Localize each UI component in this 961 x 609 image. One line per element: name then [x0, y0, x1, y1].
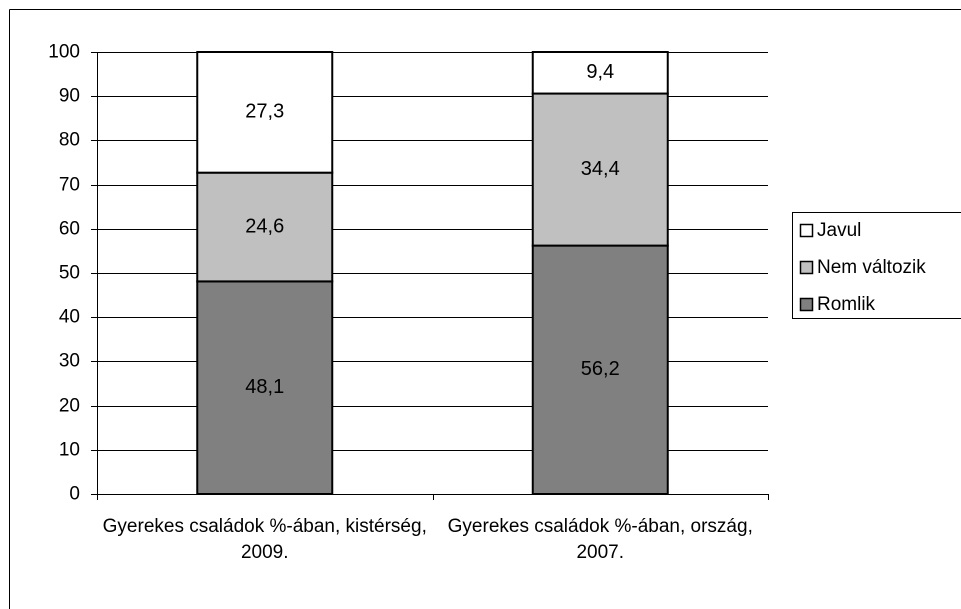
data-label: 56,2 [581, 358, 620, 380]
bar-segment [531, 92, 669, 247]
data-label: 9,4 [586, 61, 614, 83]
legend-label: Romlik [817, 294, 876, 315]
data-label: 27,3 [245, 101, 284, 123]
y-tick-label: 80 [59, 130, 80, 151]
legend-swatch [799, 223, 814, 238]
data-label: 24,6 [245, 215, 284, 237]
y-tick-label: 30 [59, 351, 80, 372]
legend-label: Nem változik [817, 257, 926, 278]
y-tick-label: 90 [59, 86, 80, 107]
legend-swatch [799, 260, 814, 275]
bar-segment [531, 244, 669, 495]
bar-segment [196, 51, 334, 174]
data-label: 34,4 [581, 158, 620, 180]
bar-segment [531, 51, 669, 95]
legend-box [792, 212, 961, 319]
bar-segment [196, 171, 334, 283]
y-tick-label: 50 [59, 263, 80, 284]
data-label: 48,1 [245, 376, 284, 398]
y-tick-label: 70 [59, 175, 80, 196]
legend-swatch [799, 297, 814, 312]
y-tick-label: 40 [59, 307, 80, 328]
legend-label: Javul [817, 220, 861, 241]
y-tick-label: 20 [59, 396, 80, 417]
y-tick-label: 0 [69, 484, 80, 505]
y-tick-label: 100 [48, 42, 80, 63]
x-tick-label: Gyerekes családok %-ában, ország, 2007. [447, 516, 753, 563]
y-tick-label: 10 [59, 440, 80, 461]
y-tick-label: 60 [59, 219, 80, 240]
x-tick-label: Gyerekes családok %-ában, kistérség, 200… [102, 516, 427, 563]
bar-segment [196, 280, 334, 496]
